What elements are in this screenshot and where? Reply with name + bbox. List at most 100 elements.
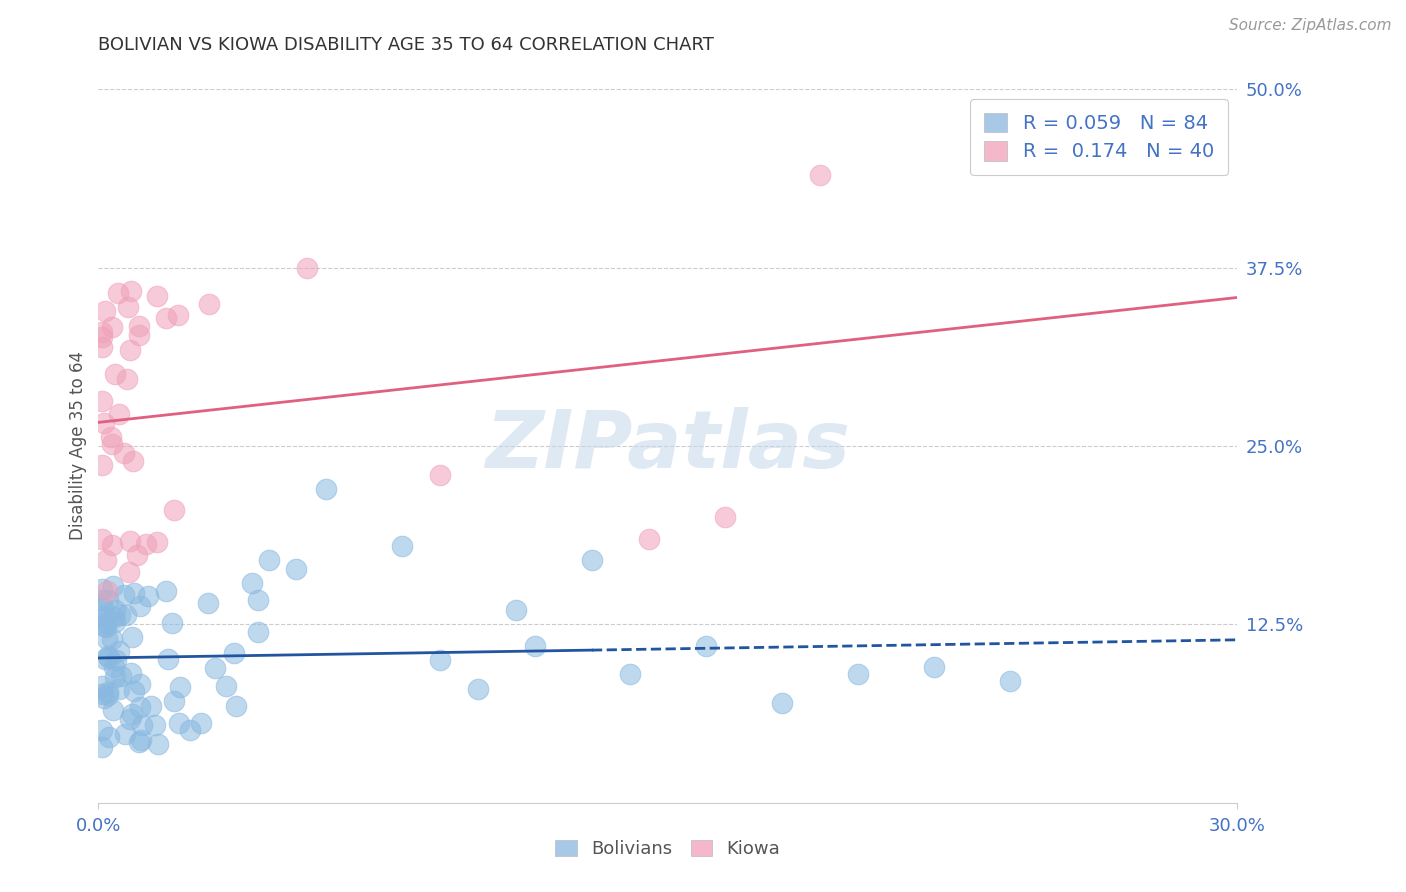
Point (128, 734, 150, 748)
Point (128, 328, 150, 343)
Point (112, 588, 135, 602)
Point (169, 680, 191, 694)
Point (91, 458, 114, 473)
Point (104, 615, 127, 630)
Point (114, 726, 136, 740)
Point (91, 612, 114, 626)
Point (96, 632, 118, 646)
Point (115, 372, 138, 386)
Point (129, 733, 152, 747)
Point (118, 712, 141, 726)
Point (96, 553, 118, 567)
Point (91, 593, 114, 607)
Point (91, 533, 114, 547)
Point (100, 538, 122, 552)
Point (103, 579, 125, 593)
Point (93, 416, 115, 430)
Point (122, 454, 145, 468)
Point (505, 603, 527, 617)
Point (179, 723, 201, 737)
Point (104, 670, 127, 684)
Point (94, 620, 117, 634)
Point (770, 696, 793, 710)
Point (97, 651, 120, 665)
Point (93, 304, 115, 318)
Y-axis label: Disability Age 35 to 64: Disability Age 35 to 64 (69, 351, 87, 541)
Point (808, 168, 831, 182)
Point (105, 653, 128, 667)
Point (139, 698, 162, 713)
Point (96, 583, 118, 598)
Point (120, 666, 142, 681)
Point (297, 260, 319, 275)
Text: BOLIVIAN VS KIOWA DISABILITY AGE 35 TO 64 CORRELATION CHART: BOLIVIAN VS KIOWA DISABILITY AGE 35 TO 6… (98, 36, 714, 54)
Point (101, 437, 124, 451)
Point (155, 583, 177, 598)
Point (998, 674, 1021, 689)
Point (246, 593, 269, 607)
Point (146, 535, 169, 549)
Point (429, 653, 451, 667)
Text: ZIPatlas: ZIPatlas (485, 407, 851, 485)
Point (91, 740, 114, 755)
Point (91, 394, 114, 409)
Point (91, 601, 114, 615)
Point (155, 310, 177, 325)
Point (157, 652, 180, 666)
Point (91, 582, 114, 596)
Text: Source: ZipAtlas.com: Source: ZipAtlas.com (1229, 18, 1392, 33)
Point (94, 652, 117, 666)
Point (122, 684, 145, 698)
Point (190, 716, 212, 731)
Point (129, 699, 152, 714)
Point (91, 330, 114, 344)
Point (91, 326, 114, 340)
Point (120, 285, 142, 299)
Point (108, 607, 131, 622)
Point (94, 616, 117, 631)
Point (124, 586, 146, 600)
Point (619, 667, 641, 681)
Point (198, 297, 221, 311)
Point (136, 589, 159, 603)
Point (100, 320, 122, 334)
Point (118, 534, 141, 549)
Point (104, 603, 127, 617)
Point (93, 691, 115, 706)
Point (97, 688, 120, 702)
Point (118, 565, 141, 579)
Point (128, 318, 150, 333)
Point (167, 715, 190, 730)
Point (97, 685, 120, 699)
Point (121, 630, 143, 644)
Point (108, 407, 131, 421)
Point (104, 368, 127, 382)
Point (167, 308, 190, 322)
Point (135, 537, 157, 551)
Point (163, 503, 186, 517)
Point (922, 660, 945, 674)
Point (120, 343, 142, 357)
Point (100, 429, 122, 443)
Point (121, 707, 143, 722)
Point (429, 467, 451, 482)
Point (638, 532, 661, 546)
Point (581, 553, 603, 567)
Point (524, 639, 547, 653)
Point (117, 300, 139, 314)
Point (240, 576, 263, 591)
Point (115, 607, 138, 622)
Point (125, 548, 148, 562)
Point (91, 679, 114, 693)
Point (197, 596, 219, 610)
Point (97, 593, 120, 607)
Point (259, 553, 281, 567)
Point (94, 619, 117, 633)
Point (129, 677, 152, 691)
Point (846, 667, 869, 681)
Point (91, 723, 114, 737)
Point (112, 446, 135, 460)
Point (129, 599, 152, 614)
Point (91, 609, 114, 624)
Point (225, 698, 247, 713)
